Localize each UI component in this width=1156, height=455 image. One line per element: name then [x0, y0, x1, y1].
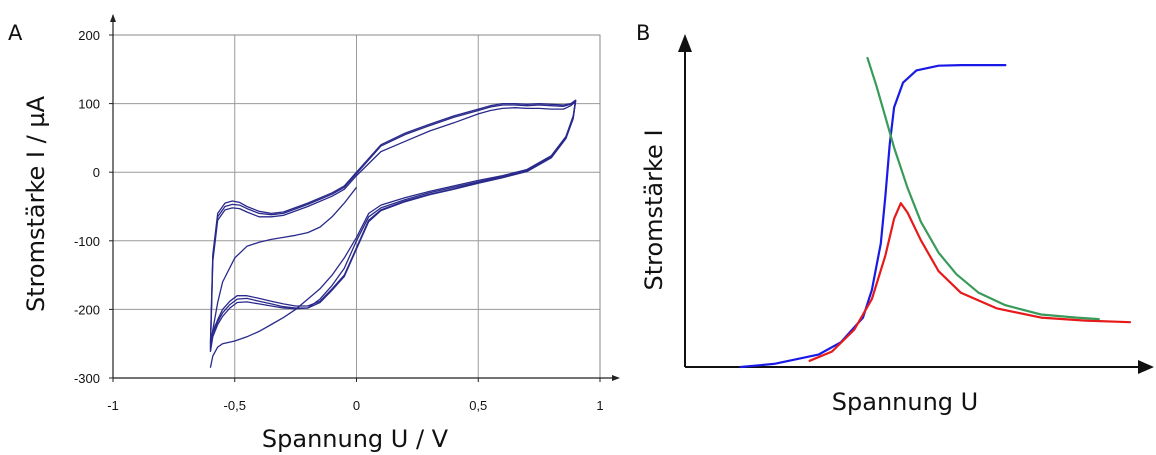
panel-a-cv-curve-2 — [210, 101, 575, 347]
panel-b-y-axis-arrow — [678, 34, 692, 52]
panel-a-y-tick-label: -300 — [74, 371, 100, 386]
panel-a-y-tick-label: 0 — [93, 165, 100, 180]
panel-a-y-axis-arrow — [110, 14, 116, 22]
panel-a-y-tick-label: -200 — [74, 302, 100, 317]
panel-a-cv-curve-1 — [210, 100, 575, 344]
panel-b-x-axis-label: Spannung U — [832, 388, 978, 416]
panel-a-x-tick-label: 1 — [596, 398, 603, 413]
panel-a-x-tick-label: -1 — [107, 398, 119, 413]
panel-a-y-tick-label: 200 — [78, 28, 100, 43]
panel-b-series — [741, 58, 1130, 367]
panel-b-red-curve — [810, 203, 1130, 361]
panel-a-x-tick-label: 0 — [353, 398, 360, 413]
panel-b-green-curve — [868, 58, 1099, 319]
panel-a-x-axis-arrow — [612, 375, 620, 381]
panel-a-chart: A -1 -0,5 0 0,5 1 -300 -200 -100 0 100 200 Spannun… — [8, 14, 620, 453]
panel-a-series — [210, 100, 575, 368]
panel-b-axes — [678, 34, 1154, 374]
panel-b-chart: B Spannung U Stromstärke I — [636, 21, 1154, 416]
panel-a-x-axis-label: Spannung U / V — [262, 425, 449, 453]
panel-a-label: A — [8, 21, 23, 45]
panel-b-y-axis-label: Stromstärke I — [640, 129, 668, 290]
panel-a-x-tick-label: 0,5 — [469, 398, 487, 413]
panel-a-tick-labels: -1 -0,5 0 0,5 1 -300 -200 -100 0 100 200 — [74, 28, 604, 413]
panel-a-axes — [110, 14, 620, 381]
panel-a-y-tick-label: 100 — [78, 97, 100, 112]
panel-a-gridlines — [113, 35, 600, 378]
panel-b-x-axis-arrow — [1138, 360, 1154, 374]
panel-b-label: B — [636, 21, 650, 45]
panel-a-y-tick-label: -100 — [74, 234, 100, 249]
panel-b-blue-curve — [741, 65, 1006, 367]
panel-a-x-tick-label: -0,5 — [224, 398, 246, 413]
panel-a-y-axis-label: Stromstärke I / µA — [22, 95, 50, 312]
